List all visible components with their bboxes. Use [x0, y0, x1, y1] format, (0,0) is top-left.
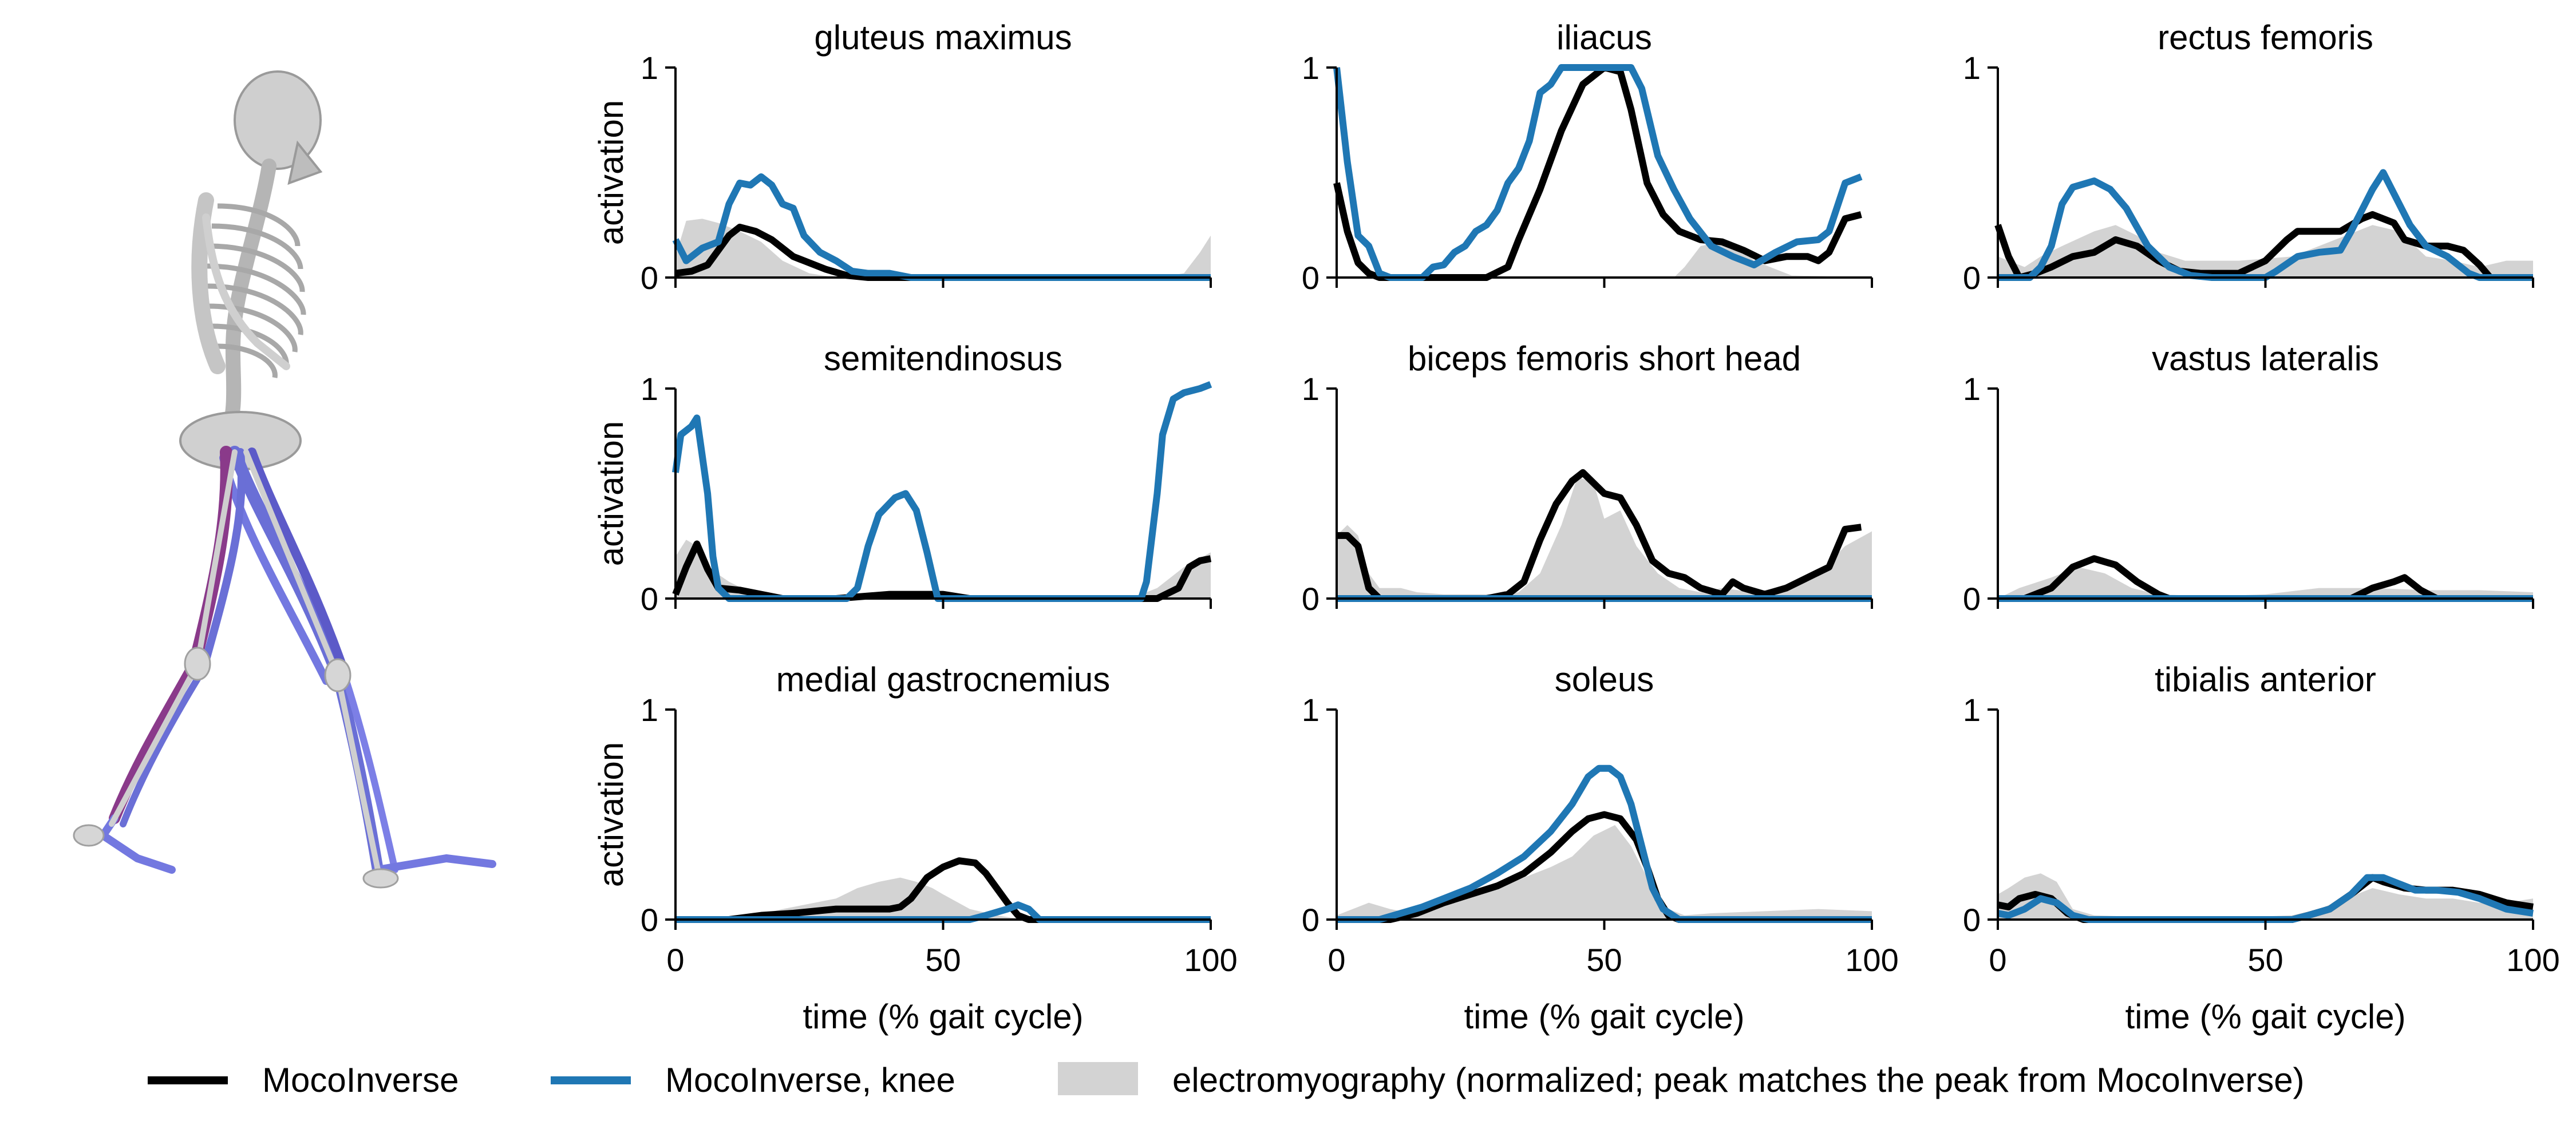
- panel-semitendinosus: semitendinosus 0 1 activation: [592, 339, 1212, 617]
- panel-grid: gluteus maximus01activationiliacus01rect…: [592, 18, 2560, 1036]
- y-tick-label: 1: [641, 50, 658, 86]
- mocoinverse-knee-line: [672, 173, 1211, 281]
- mocoinverse-line: [1994, 211, 2533, 281]
- mocoinverse-knee-line: [1337, 764, 1872, 923]
- mocoinverse-line: [672, 540, 1212, 602]
- y-tick-label: 1: [1963, 692, 1981, 728]
- x-tick-label: 0: [666, 942, 684, 978]
- mocoinverse-knee-line: [1998, 169, 2533, 281]
- panel-title: semitendinosus: [824, 339, 1062, 378]
- legend-entry-label: MocoInverse, knee: [665, 1061, 955, 1099]
- panel-title: rectus femoris: [2158, 18, 2373, 57]
- emg-area: [1998, 873, 2533, 920]
- emg-area: [675, 540, 1211, 599]
- emg-area: [1337, 825, 1872, 920]
- y-tick-label: 1: [1963, 371, 1981, 407]
- x-tick-label: 100: [2506, 942, 2559, 978]
- x-axis-label: time (% gait cycle): [2125, 997, 2405, 1036]
- y-tick-label: 0: [1963, 260, 1981, 296]
- panel-rectus-femoris: rectus femoris 0 1: [1963, 18, 2534, 296]
- x-tick-label: 100: [1845, 942, 1898, 978]
- y-tick-label: 0: [1963, 902, 1981, 938]
- emg-area: [675, 219, 1211, 278]
- x-axis-label: time (% gait cycle): [1464, 997, 1744, 1036]
- panel-title: biceps femoris short head: [1408, 339, 1801, 378]
- panel-title: gluteus maximus: [814, 18, 1072, 57]
- y-tick-label: 0: [641, 260, 658, 296]
- y-tick-label: 1: [1302, 50, 1319, 86]
- emg-area: [1998, 225, 2533, 278]
- mocoinverse-knee-line: [1333, 64, 1863, 281]
- mocoinverse-knee-line: [672, 381, 1212, 602]
- x-tick-label: 50: [925, 942, 961, 978]
- panel-title: soleus: [1555, 660, 1654, 699]
- legend-entry-label: electromyography (normalized; peak match…: [1172, 1061, 2305, 1099]
- y-axis-label: activation: [592, 100, 630, 245]
- y-tick-label: 0: [641, 581, 658, 617]
- y-tick-label: 0: [1963, 581, 1981, 617]
- panel-medial-gastrocnemius: medial gastrocnemius 0 1 0 50 100 activation ti…: [592, 660, 1238, 1036]
- y-tick-label: 1: [1963, 50, 1981, 86]
- x-tick-label: 100: [1184, 942, 1237, 978]
- y-tick-label: 1: [641, 692, 658, 728]
- panel-title: medial gastrocnemius: [776, 660, 1111, 699]
- y-tick-label: 1: [641, 371, 658, 407]
- y-tick-label: 0: [1302, 581, 1319, 617]
- panel-title: tibialis anterior: [2155, 660, 2376, 699]
- emg-area: [1998, 566, 2533, 599]
- legend-swatch-emg: [1058, 1062, 1138, 1095]
- mocoinverse-line: [675, 223, 1211, 281]
- emg-area: [1337, 477, 1872, 599]
- y-tick-label: 0: [641, 902, 658, 938]
- x-tick-label: 0: [1327, 942, 1345, 978]
- y-tick-label: 0: [1302, 902, 1319, 938]
- panel-tibialis-anterior: tibialis anterior 0 1 0 50 100 time (% gait cy…: [1963, 660, 2560, 1036]
- panel-gluteus-maximus: gluteus maximus 0 1 activation: [592, 18, 1212, 296]
- legend-entry-label: MocoInverse: [262, 1061, 459, 1099]
- skeleton-model-illustration: [73, 70, 496, 889]
- panel-title: vastus lateralis: [2152, 339, 2379, 378]
- x-tick-label: 50: [1586, 942, 1622, 978]
- y-tick-label: 0: [1302, 260, 1319, 296]
- y-tick-label: 1: [1302, 371, 1319, 407]
- panel-title: iliacus: [1556, 18, 1652, 57]
- panel-soleus: soleus 0 1 0 50 100 time (% gait cycle): [1302, 660, 1899, 1036]
- x-tick-label: 50: [2247, 942, 2283, 978]
- panel-iliacus: iliacus 0 1: [1302, 18, 1873, 296]
- mocoinverse-knee-line: [1997, 874, 2534, 923]
- y-axis-label: activation: [592, 742, 630, 887]
- panel-biceps-femoris-short-head: biceps femoris short head 0 1: [1302, 339, 1873, 617]
- x-tick-label: 0: [1989, 942, 2006, 978]
- y-tick-label: 1: [1302, 692, 1319, 728]
- x-axis-label: time (% gait cycle): [803, 997, 1083, 1036]
- panel-vastus-lateralis: vastus lateralis 0 1: [1963, 339, 2534, 617]
- legend: MocoInverse MocoInverse, knee electromyogr…: [148, 1061, 2305, 1099]
- y-axis-label: activation: [592, 421, 630, 566]
